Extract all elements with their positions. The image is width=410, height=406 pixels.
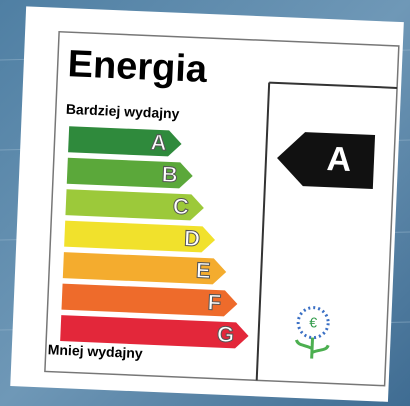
energy-label: Energia Bardziej wydajny Mniej wydajny A… bbox=[10, 6, 404, 401]
page: Energia Bardziej wydajny Mniej wydajny A… bbox=[0, 0, 410, 406]
class-letter: G bbox=[217, 321, 235, 347]
class-letter: D bbox=[184, 225, 201, 251]
class-letter: C bbox=[172, 193, 189, 219]
class-letter: F bbox=[207, 290, 221, 316]
photo: Energia Bardziej wydajny Mniej wydajny A… bbox=[0, 0, 410, 406]
class-letter: E bbox=[195, 258, 211, 284]
class-letter: A bbox=[150, 129, 167, 155]
class-letter: B bbox=[161, 161, 178, 187]
title: Energia bbox=[67, 43, 209, 91]
rating-letter: A bbox=[326, 140, 352, 179]
svg-text:€: € bbox=[309, 314, 318, 330]
